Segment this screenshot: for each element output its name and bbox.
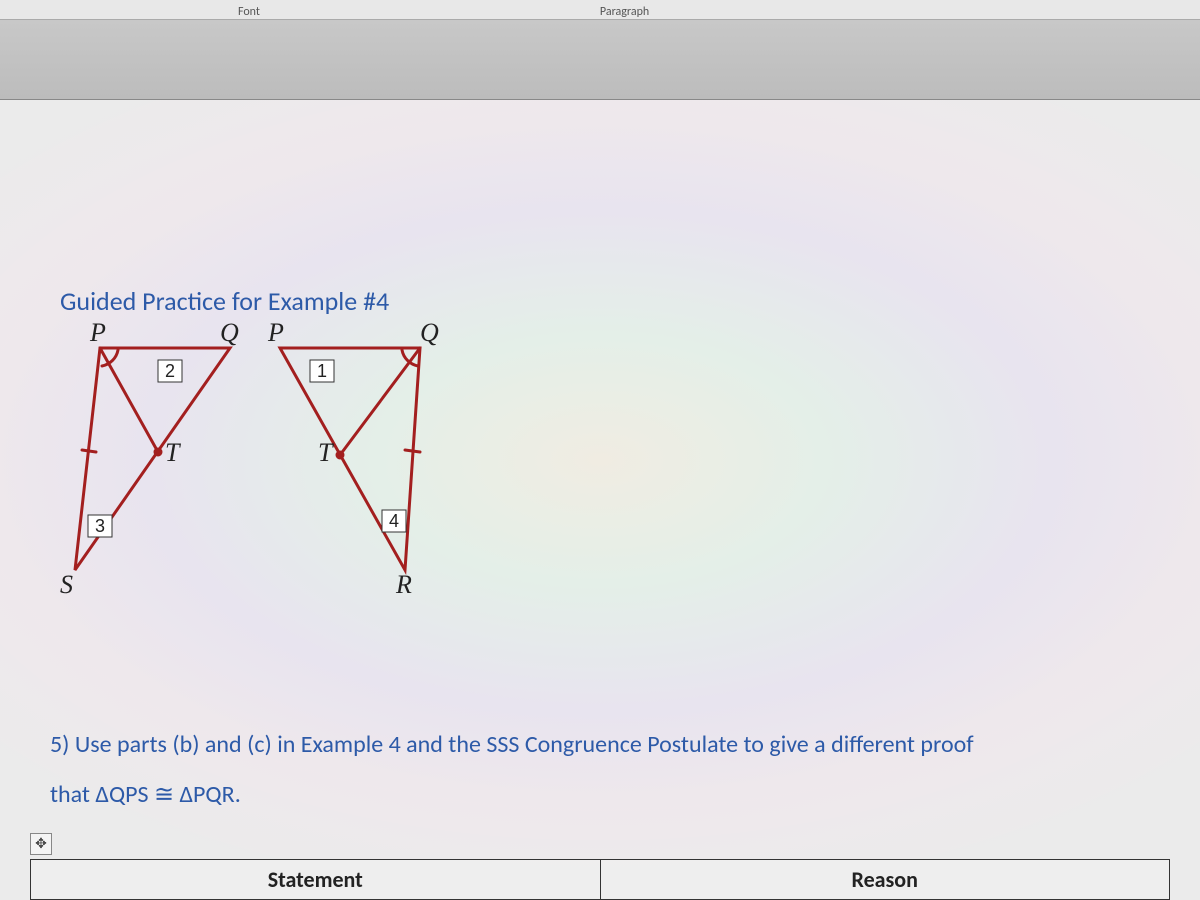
label-Q-left: Q [220, 318, 239, 348]
label-R: R [396, 570, 412, 600]
label-P-right: P [268, 318, 284, 348]
ribbon-group-labels: Font Paragraph [0, 0, 1200, 20]
label-T-left: T [165, 438, 179, 468]
svg-text:2: 2 [165, 361, 175, 381]
document-area: Guided Practice for Example #4 2 [0, 100, 1200, 900]
question-line2-prefix: that [50, 780, 95, 809]
proof-table-area: ✥ Statement Reason [30, 833, 1170, 900]
question-congruent: ≅ [149, 780, 180, 809]
ribbon-group-font: Font [238, 5, 260, 19]
label-Q-right: Q [420, 318, 439, 348]
question-5: 5) Use parts (b) and (c) in Example 4 an… [50, 720, 1190, 821]
label-T-right: T [318, 438, 332, 468]
proof-table[interactable]: Statement Reason [30, 859, 1170, 900]
question-tri2: ΔPQR. [179, 780, 240, 809]
ribbon-bottom-strip [0, 20, 1200, 100]
svg-text:3: 3 [95, 516, 105, 536]
question-tri1: ΔQPS [95, 780, 148, 809]
label-P-left: P [90, 318, 106, 348]
question-line1: 5) Use parts (b) and (c) in Example 4 an… [50, 730, 974, 759]
diagram-svg: 2 3 1 4 [60, 330, 480, 610]
ribbon-group-paragraph: Paragraph [600, 5, 649, 19]
table-row: Statement Reason [31, 860, 1170, 900]
table-move-handle[interactable]: ✥ [30, 833, 52, 855]
label-S: S [60, 570, 73, 600]
geometry-diagram: 2 3 1 4 [60, 330, 480, 610]
svg-text:1: 1 [317, 361, 327, 381]
col-statement: Statement [31, 860, 601, 900]
section-heading: Guided Practice for Example #4 [60, 285, 389, 317]
col-reason: Reason [600, 860, 1170, 900]
svg-text:4: 4 [389, 511, 399, 531]
